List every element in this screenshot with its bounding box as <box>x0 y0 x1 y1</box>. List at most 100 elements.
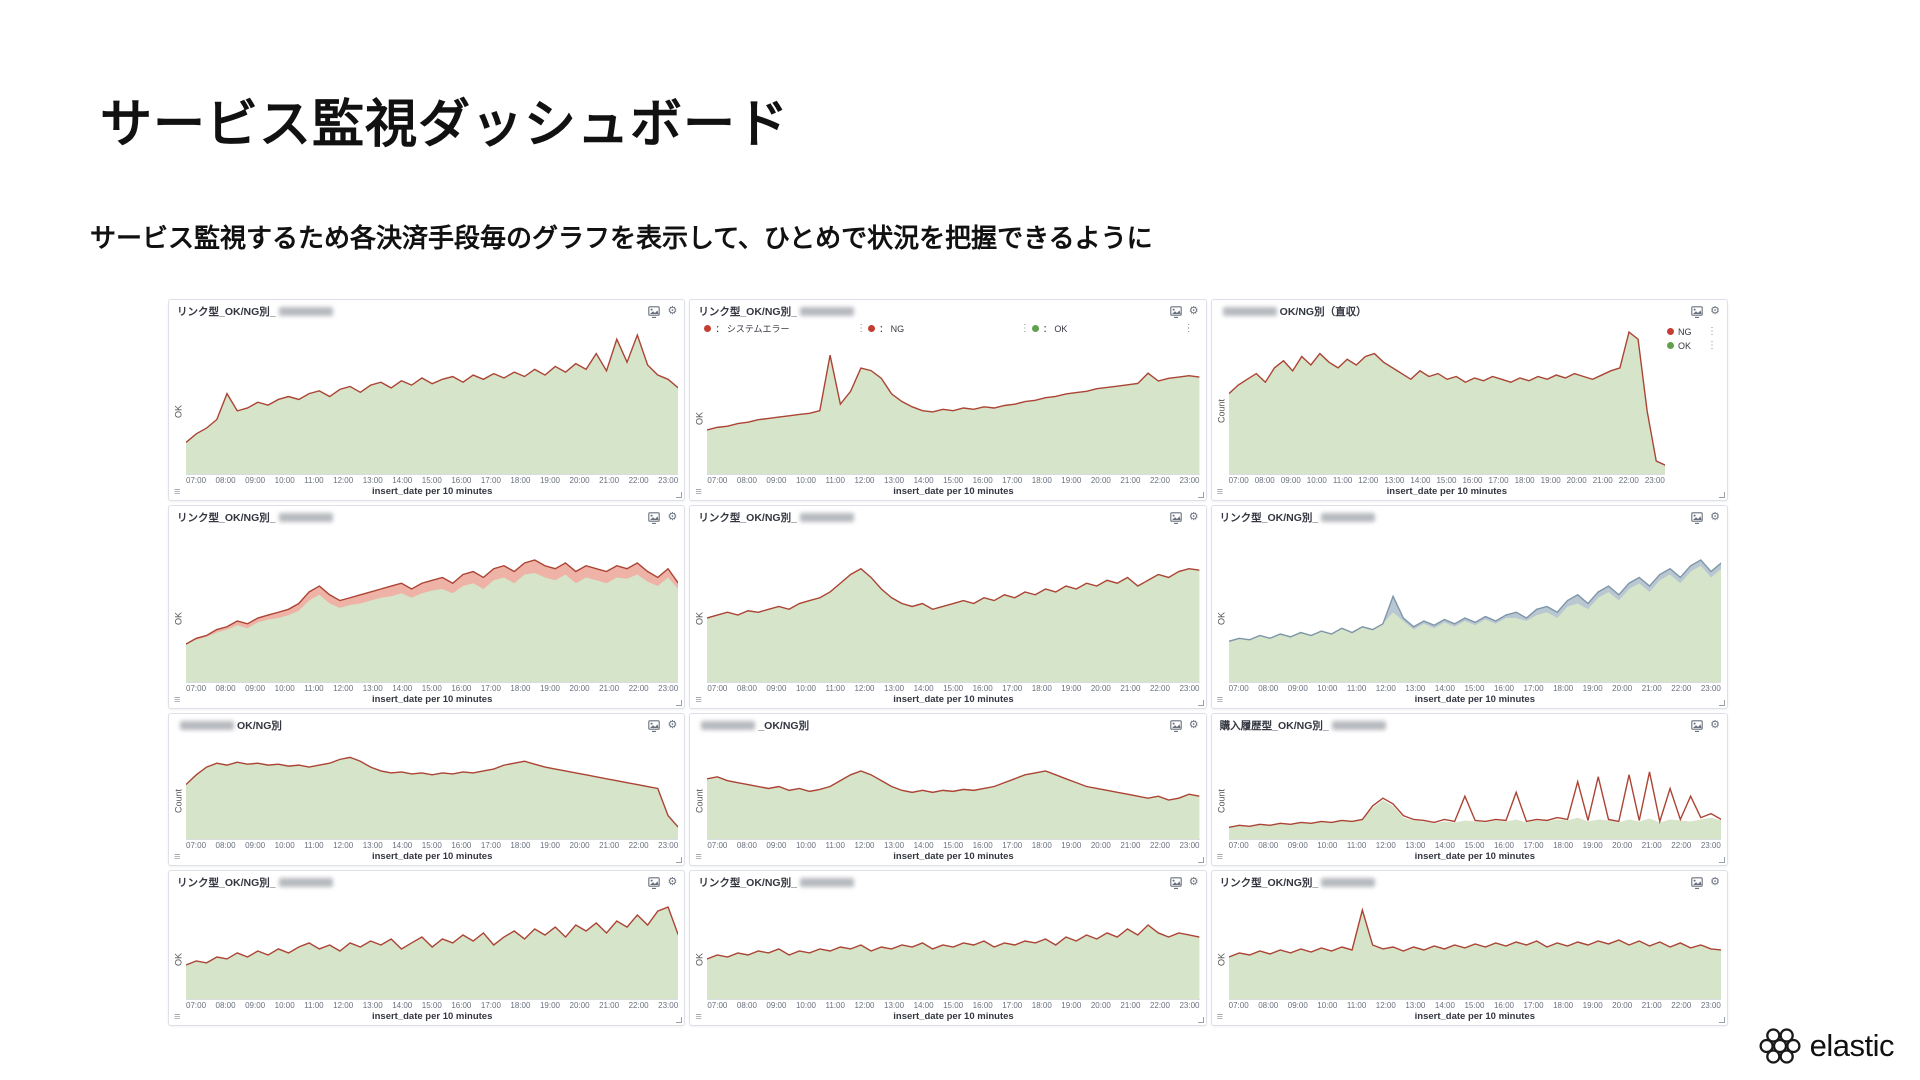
gear-icon[interactable]: ⚙ <box>1710 876 1720 888</box>
x-tick-label: 08:00 <box>736 1001 757 1010</box>
legend-list-icon[interactable]: ≡ <box>1216 1011 1224 1023</box>
x-tick-label: 13:00 <box>884 684 905 693</box>
panel-resize-handle[interactable] <box>1718 857 1725 863</box>
legend-list-icon[interactable]: ≡ <box>174 694 181 706</box>
x-tick-label: 07:00 <box>186 476 207 485</box>
panel-resize-handle[interactable] <box>1718 1017 1725 1023</box>
dashboard-panel: リンク型_OK/NG別_ ⚙ OK <box>689 870 1207 1026</box>
legend-list-icon[interactable]: ≡ <box>695 851 702 863</box>
x-tick-label: 21:00 <box>1120 684 1141 693</box>
gear-icon[interactable]: ⚙ <box>1188 719 1199 731</box>
save-image-icon[interactable] <box>1170 719 1182 732</box>
legend-list-icon[interactable]: ≡ <box>1216 694 1224 706</box>
x-tick-label: 23:00 <box>1179 1001 1200 1010</box>
value-line <box>186 335 678 442</box>
y-axis-label: OK <box>694 611 705 625</box>
kebab-menu-icon[interactable]: ⋮ <box>1183 323 1194 334</box>
x-tick-label: 16:00 <box>972 684 993 693</box>
x-tick-label: 13:00 <box>884 1001 905 1010</box>
gear-icon[interactable]: ⚙ <box>667 511 678 523</box>
panel-title: OK/NG別 <box>177 718 282 733</box>
save-image-icon[interactable] <box>1691 719 1703 732</box>
save-image-icon[interactable] <box>648 876 661 889</box>
dashboard-panel: リンク型_OK/NG別_ ⚙ OK <box>1210 505 1728 709</box>
panel-resize-handle[interactable] <box>1197 492 1204 498</box>
panel-resize-handle[interactable] <box>676 857 683 863</box>
panel-resize-handle[interactable] <box>676 492 683 498</box>
kebab-menu-icon[interactable]: ⋮ <box>1706 340 1717 351</box>
x-tick-label: 21:00 <box>1120 1001 1141 1010</box>
panel-resize-handle[interactable] <box>676 700 683 706</box>
panel-resize-handle[interactable] <box>1197 857 1204 863</box>
legend-list-icon[interactable]: ≡ <box>174 851 181 863</box>
gear-icon[interactable]: ⚙ <box>1188 511 1199 523</box>
x-tick-label: 11:00 <box>304 684 324 693</box>
kebab-menu-icon[interactable]: ⋮ <box>856 323 867 334</box>
save-image-icon[interactable] <box>1170 511 1182 524</box>
save-image-icon[interactable] <box>1170 876 1182 889</box>
x-tick-label: 08:00 <box>215 684 236 693</box>
panel-title-redacted <box>1222 307 1277 316</box>
area-chart <box>186 322 679 474</box>
gear-icon[interactable]: ⚙ <box>1188 876 1199 888</box>
x-tick-label: 20:00 <box>569 476 590 485</box>
save-image-icon[interactable] <box>648 305 661 318</box>
gear-icon[interactable]: ⚙ <box>1710 511 1720 523</box>
legend-item: NG ⋮ <box>1666 326 1719 337</box>
panel-header-icons: ⚙ <box>1170 877 1199 889</box>
legend-list-icon[interactable]: ≡ <box>1216 851 1224 863</box>
gear-icon[interactable]: ⚙ <box>667 719 678 731</box>
x-tick-label: 16:00 <box>451 684 472 693</box>
x-tick-label: 13:00 <box>884 841 905 850</box>
x-tick-label: 14:00 <box>913 1001 934 1010</box>
x-tick-label: 20:00 <box>1566 476 1587 485</box>
save-image-icon[interactable] <box>1691 511 1703 524</box>
area-chart <box>186 893 679 999</box>
save-image-icon[interactable] <box>1691 305 1703 318</box>
x-tick-label: 08:00 <box>1258 1001 1279 1010</box>
x-tick-label: 14:00 <box>392 841 413 850</box>
x-tick-label: 11:00 <box>1332 476 1353 485</box>
save-image-icon[interactable] <box>1691 876 1703 889</box>
x-tick-label: 12:00 <box>1375 1001 1396 1010</box>
gear-icon[interactable]: ⚙ <box>1710 719 1720 731</box>
save-image-icon[interactable] <box>648 511 661 524</box>
x-tick-label: 19:00 <box>1540 476 1561 485</box>
panel-resize-handle[interactable] <box>676 1017 683 1023</box>
dashboard-panel: リンク型_OK/NG別_ ⚙ ： システムエラー ⋮ ： NG ⋮ ： OK ⋮ OK <box>689 299 1207 501</box>
kebab-menu-icon[interactable]: ⋮ <box>1019 323 1030 334</box>
gear-icon[interactable]: ⚙ <box>1710 305 1720 317</box>
gear-icon[interactable]: ⚙ <box>1188 305 1199 317</box>
legend-list-icon[interactable]: ≡ <box>174 486 181 498</box>
x-tick-label: 22:00 <box>1149 1001 1170 1010</box>
plot-area <box>186 322 679 475</box>
x-tick-label: 09:00 <box>766 1001 787 1010</box>
panel-title-before: リンク型_OK/NG別_ <box>698 877 797 889</box>
gear-icon[interactable]: ⚙ <box>667 876 678 888</box>
plot-area <box>186 736 679 840</box>
panel-resize-handle[interactable] <box>1197 700 1204 706</box>
legend-list-icon[interactable]: ≡ <box>695 694 702 706</box>
save-image-icon[interactable] <box>1170 305 1182 318</box>
x-tick-label: 18:00 <box>510 684 531 693</box>
legend-list-icon[interactable]: ≡ <box>695 486 702 498</box>
panel-resize-handle[interactable] <box>1718 492 1725 498</box>
save-image-icon[interactable] <box>648 719 661 732</box>
x-tick-label: 09:00 <box>245 476 266 485</box>
value-line <box>186 907 678 965</box>
panel-resize-handle[interactable] <box>1197 1017 1204 1023</box>
x-tick-label: 20:00 <box>569 1001 590 1010</box>
gear-icon[interactable]: ⚙ <box>667 305 678 317</box>
legend-list-icon[interactable]: ≡ <box>695 1011 702 1023</box>
x-axis-ticks: 07:00 08:00 09:00 10:00 11:00 12:00 13:00 14:00… <box>707 683 1199 693</box>
page-title: サービス監視ダッシュボード <box>100 96 790 154</box>
x-tick-label: 07:00 <box>1228 841 1249 850</box>
panel-resize-handle[interactable] <box>1718 700 1725 706</box>
x-tick-label: 08:00 <box>736 476 757 485</box>
x-tick-label: 13:00 <box>1405 1001 1426 1010</box>
legend-list-icon[interactable]: ≡ <box>1216 486 1224 498</box>
kebab-menu-icon[interactable]: ⋮ <box>1706 326 1717 337</box>
x-tick-label: 16:00 <box>451 476 472 485</box>
legend-list-icon[interactable]: ≡ <box>174 1011 181 1023</box>
x-tick-label: 08:00 <box>215 1001 236 1010</box>
